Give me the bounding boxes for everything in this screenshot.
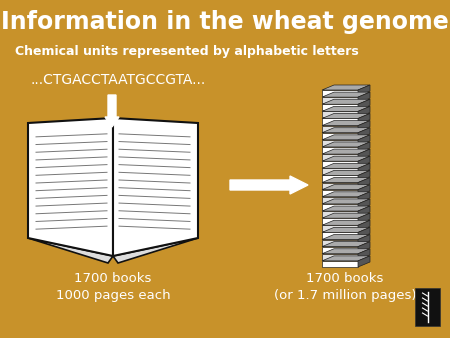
Polygon shape: [322, 104, 358, 111]
Polygon shape: [358, 163, 370, 174]
Text: (or 1.7 million pages): (or 1.7 million pages): [274, 289, 416, 301]
Polygon shape: [358, 99, 370, 111]
Polygon shape: [322, 85, 370, 90]
Polygon shape: [322, 126, 358, 132]
Polygon shape: [322, 233, 358, 239]
Text: Information in the wheat genome: Information in the wheat genome: [1, 10, 449, 34]
Polygon shape: [322, 197, 358, 203]
Polygon shape: [322, 119, 358, 125]
Polygon shape: [322, 149, 370, 154]
Polygon shape: [28, 118, 113, 256]
Polygon shape: [322, 163, 370, 168]
Polygon shape: [358, 256, 370, 267]
Polygon shape: [358, 227, 370, 239]
Polygon shape: [322, 227, 370, 233]
Polygon shape: [358, 128, 370, 139]
Polygon shape: [322, 235, 370, 240]
Text: 1700 books: 1700 books: [74, 271, 152, 285]
Polygon shape: [358, 199, 370, 210]
Text: 1700 books: 1700 books: [306, 271, 384, 285]
Polygon shape: [358, 242, 370, 253]
Polygon shape: [322, 135, 370, 140]
FancyArrow shape: [105, 95, 119, 127]
Polygon shape: [358, 149, 370, 160]
Polygon shape: [322, 247, 358, 253]
Polygon shape: [358, 170, 370, 182]
Polygon shape: [322, 114, 370, 119]
Polygon shape: [322, 206, 370, 211]
Polygon shape: [322, 177, 370, 183]
Text: 1000 pages each: 1000 pages each: [56, 289, 170, 301]
Polygon shape: [358, 142, 370, 153]
Polygon shape: [322, 220, 370, 225]
Polygon shape: [322, 140, 358, 146]
Polygon shape: [322, 242, 370, 247]
Polygon shape: [322, 192, 370, 197]
Polygon shape: [358, 92, 370, 103]
Polygon shape: [322, 183, 358, 189]
Polygon shape: [322, 121, 370, 126]
Polygon shape: [358, 121, 370, 132]
Polygon shape: [322, 204, 358, 210]
Polygon shape: [322, 133, 358, 139]
Polygon shape: [322, 225, 358, 232]
Polygon shape: [113, 238, 198, 263]
Polygon shape: [322, 249, 370, 254]
Polygon shape: [358, 185, 370, 196]
Polygon shape: [322, 213, 370, 218]
Polygon shape: [322, 175, 358, 182]
Polygon shape: [358, 156, 370, 167]
Polygon shape: [358, 220, 370, 232]
Polygon shape: [358, 249, 370, 260]
Polygon shape: [358, 85, 370, 96]
Polygon shape: [358, 135, 370, 146]
Polygon shape: [322, 254, 358, 260]
Polygon shape: [358, 114, 370, 125]
Polygon shape: [322, 90, 358, 96]
Polygon shape: [322, 92, 370, 97]
Polygon shape: [322, 111, 358, 118]
Polygon shape: [322, 142, 370, 147]
Polygon shape: [322, 99, 370, 104]
Polygon shape: [358, 192, 370, 203]
Polygon shape: [358, 213, 370, 224]
Text: Chemical units represented by alphabetic letters: Chemical units represented by alphabetic…: [15, 46, 359, 58]
Polygon shape: [322, 168, 358, 174]
Polygon shape: [358, 177, 370, 189]
Polygon shape: [322, 106, 370, 111]
Polygon shape: [322, 218, 358, 224]
Polygon shape: [322, 154, 358, 160]
Polygon shape: [322, 199, 370, 204]
Polygon shape: [322, 211, 358, 217]
Polygon shape: [322, 185, 370, 190]
Polygon shape: [28, 238, 113, 263]
Polygon shape: [322, 170, 370, 175]
Polygon shape: [322, 161, 358, 167]
Polygon shape: [322, 97, 358, 103]
Polygon shape: [322, 256, 370, 261]
Polygon shape: [322, 240, 358, 246]
FancyArrow shape: [230, 176, 308, 194]
Polygon shape: [358, 206, 370, 217]
Polygon shape: [358, 106, 370, 118]
Polygon shape: [358, 235, 370, 246]
Polygon shape: [415, 288, 440, 326]
Polygon shape: [322, 128, 370, 133]
Polygon shape: [322, 156, 370, 161]
Polygon shape: [322, 147, 358, 153]
Polygon shape: [322, 261, 358, 267]
Polygon shape: [322, 190, 358, 196]
Polygon shape: [113, 118, 198, 256]
Text: ...CTGACCTAATGCCGTA...: ...CTGACCTAATGCCGTA...: [30, 73, 205, 87]
